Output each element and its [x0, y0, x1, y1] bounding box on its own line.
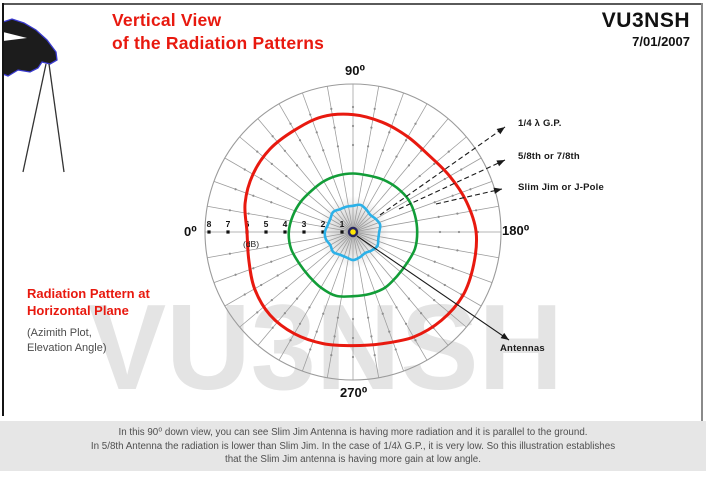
side-subheading-line2: Elevation Angle): [27, 341, 107, 354]
camera-body-silhouette: [2, 18, 58, 77]
angle-label-180: 180⁰: [502, 223, 530, 238]
camera-notch: [3, 32, 27, 41]
side-heading-line1: Radiation Pattern at: [27, 286, 150, 301]
angle-label-270: 270⁰: [340, 385, 368, 400]
page-title-line1: Vertical View: [112, 10, 222, 30]
svg-text:4: 4: [283, 219, 288, 229]
svg-text:1: 1: [340, 219, 345, 229]
side-heading: Radiation Pattern at Horizontal Plane: [27, 286, 150, 319]
angle-label-0: 0⁰: [184, 224, 197, 239]
db-axis-unit-label: (dB): [243, 239, 260, 249]
callsign-text: VU3NSH: [601, 9, 690, 32]
angle-label-90: 90⁰: [345, 63, 366, 78]
callsign-block: VU3NSH 7/01/2007: [560, 9, 704, 49]
series-curve-2: [323, 203, 382, 262]
svg-text:8: 8: [207, 219, 212, 229]
label-antennas: Antennas: [500, 343, 545, 354]
page-title-line2: of the Radiation Patterns: [112, 33, 325, 53]
caption-box: In this 90⁰ down view, you can see Slim …: [0, 421, 706, 471]
svg-text:5: 5: [264, 219, 269, 229]
legend-five-eighth: 5/8th or 7/8th: [518, 151, 580, 162]
date-text: 7/01/2007: [632, 34, 690, 49]
caption-line1: In this 90⁰ down view, you can see Slim …: [118, 427, 588, 438]
arrow-to-antennas-label: [356, 235, 510, 341]
svg-text:7: 7: [226, 219, 231, 229]
side-subheading-line1: (Azimith Plot,: [27, 327, 92, 339]
caption-line2: In 5/8th Antenna the radiation is lower …: [90, 440, 616, 452]
legend-quarter-wave-gp: 1/4 λ G.P.: [518, 118, 562, 129]
caption-line3: that the Slim Jim antenna is having more…: [225, 454, 481, 466]
frame-top-line: [2, 3, 703, 5]
frame-right-line: [701, 3, 703, 421]
legend-slim-jim: Slim Jim or J-Pole: [518, 182, 604, 193]
frame-left-line: [2, 3, 4, 416]
series-curve-0: [243, 112, 479, 348]
arrow-to-slim-jim-label: [435, 187, 503, 205]
svg-text:2: 2: [321, 219, 326, 229]
series-curve-1: [287, 172, 419, 298]
svg-text:3: 3: [302, 219, 307, 229]
arrow-to-five-eighth-label: [398, 159, 506, 210]
tripod-leg-left: [22, 63, 47, 173]
side-subheading: (Azimith Plot, Elevation Angle): [27, 326, 107, 355]
page-title: Vertical View of the Radiation Patterns: [112, 9, 324, 55]
camera-on-tripod-icon: [2, 18, 65, 173]
side-heading-line2: Horizontal Plane: [27, 302, 129, 318]
arrow-to-quarter-wave-label: [379, 126, 506, 216]
tripod-leg-right: [48, 63, 65, 173]
antenna-center-marker: [347, 226, 359, 238]
